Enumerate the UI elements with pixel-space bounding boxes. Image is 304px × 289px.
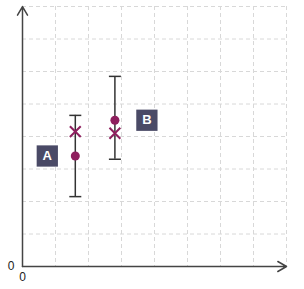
svg-text:0: 0 bbox=[8, 259, 15, 273]
svg-text:0: 0 bbox=[19, 270, 26, 284]
svg-text:A: A bbox=[43, 148, 53, 163]
svg-text:B: B bbox=[142, 112, 151, 127]
